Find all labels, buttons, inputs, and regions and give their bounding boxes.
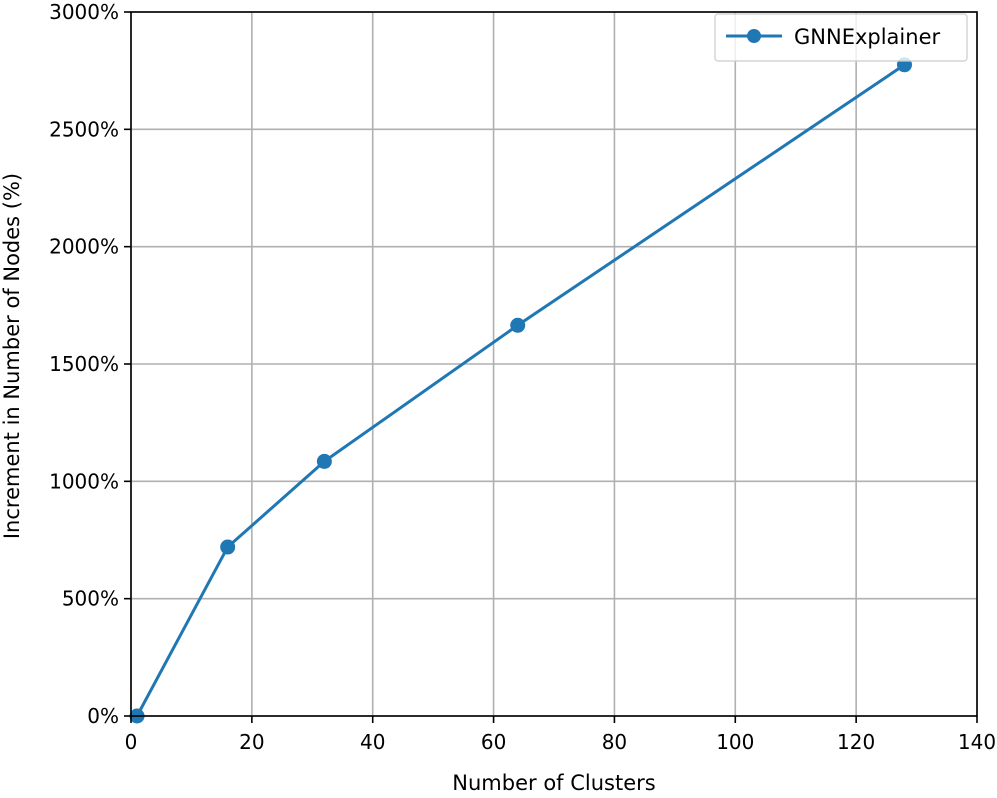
x-tick-label: 20 bbox=[239, 730, 264, 754]
y-tick-label: 500% bbox=[62, 587, 119, 611]
x-tick-label: 120 bbox=[837, 730, 875, 754]
grid bbox=[130, 11, 978, 717]
y-tick-label: 1000% bbox=[49, 469, 119, 493]
data-point bbox=[220, 539, 236, 555]
x-tick-label: 0 bbox=[125, 730, 138, 754]
axis-ticks: 0 20 40 60 80 100 120 140 0% 500% 1000% 1500% 2000% 2… bbox=[49, 0, 996, 754]
x-tick-label: 80 bbox=[602, 730, 627, 754]
y-tick-label: 1500% bbox=[49, 352, 119, 376]
y-tick-label: 2000% bbox=[49, 235, 119, 259]
x-axis-label: Number of Clusters bbox=[452, 771, 655, 795]
data-point bbox=[510, 317, 526, 333]
x-tick-label: 40 bbox=[360, 730, 385, 754]
legend-label: GNNExplainer bbox=[794, 25, 940, 49]
legend-box bbox=[714, 13, 968, 62]
x-tick-label: 60 bbox=[481, 730, 506, 754]
legend-marker-swatch bbox=[747, 29, 761, 43]
y-tick-label: 0% bbox=[87, 704, 119, 728]
y-tick-label: 3000% bbox=[49, 0, 119, 24]
x-tick-label: 100 bbox=[716, 730, 754, 754]
data-point bbox=[316, 453, 332, 469]
y-tick-label: 2500% bbox=[49, 117, 119, 141]
series-layer bbox=[129, 57, 912, 724]
legend: GNNExplainer bbox=[714, 13, 968, 62]
y-axis-label: Increment in Number of Nodes (%) bbox=[0, 173, 24, 539]
x-tick-label: 140 bbox=[958, 730, 996, 754]
